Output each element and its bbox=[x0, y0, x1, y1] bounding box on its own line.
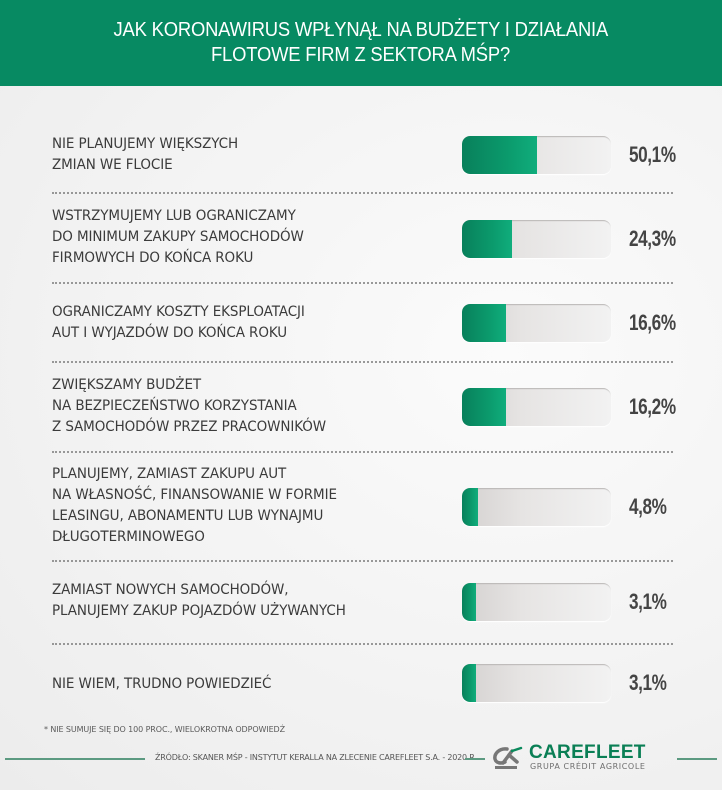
percentage-value: 3,1% bbox=[629, 589, 667, 614]
dotted-separator bbox=[52, 643, 673, 645]
footer-divider-middle bbox=[465, 758, 485, 760]
footer-divider-left bbox=[5, 758, 145, 760]
progress-bar bbox=[462, 664, 611, 702]
percentage-value: 16,6% bbox=[629, 310, 676, 335]
progress-bar bbox=[462, 583, 611, 621]
percentage-value: 3,1% bbox=[629, 670, 667, 695]
row-label: NIE PLANUJEMY WIĘKSZYCH ZMIAN WE FLOCIE bbox=[52, 134, 252, 176]
source-note: ŹRÓDŁO: SKANER MŚP - INSTYTUT KERALLA NA… bbox=[155, 753, 477, 762]
progress-bar-fill bbox=[462, 488, 478, 526]
row-label: ZWIĘKSZAMY BUDŻET NA BEZPIECZEŃSTWO KORZ… bbox=[52, 375, 347, 438]
chart-title-banner: JAK KORONAWIRUS WPŁYNĄŁ NA BUDŻETY I DZI… bbox=[0, 0, 722, 86]
progress-bar-fill bbox=[462, 583, 476, 621]
percentage-value: 24,3% bbox=[629, 226, 676, 251]
carefleet-logo: CAREFLEET GRUPA CRÉDIT AGRICOLE bbox=[493, 742, 673, 776]
footer-divider-right bbox=[677, 758, 717, 760]
progress-bar-fill bbox=[462, 304, 506, 342]
row-label-line: NA BEZPIECZEŃSTWO KORZYSTANIA bbox=[52, 398, 297, 414]
logo-subtitle: GRUPA CRÉDIT AGRICOLE bbox=[530, 762, 646, 771]
row-label-line: Z SAMOCHODÓW PRZEZ PRACOWNIKÓW bbox=[52, 419, 327, 435]
percentage-value: 4,8% bbox=[629, 494, 667, 519]
row-label-line: NIE WIEM, TRUDNO POWIEDZIEĆ bbox=[52, 676, 272, 692]
dotted-separator bbox=[52, 192, 673, 194]
footnote: * NIE SUMUJE SIĘ DO 100 PROC., WIELOKROT… bbox=[44, 725, 285, 734]
progress-bar-fill bbox=[462, 220, 512, 258]
row-label-line: WSTRZYMUJEMY LUB OGRANICZAMY bbox=[52, 208, 296, 224]
progress-bar-fill bbox=[462, 136, 537, 174]
row-label: ZAMIAST NOWYCH SAMOCHODÓW, PLANUJEMY ZAK… bbox=[52, 580, 368, 622]
row-label: WSTRZYMUJEMY LUB OGRANICZAMY DO MINIMUM … bbox=[52, 206, 323, 269]
row-label-line: PLANUJEMY, ZAMIAST ZAKUPU AUT bbox=[52, 466, 287, 482]
percentage-value: 16,2% bbox=[629, 394, 676, 419]
row-label-line: LEASINGU, ABONAMENTU LUB WYNAJMU bbox=[52, 508, 324, 524]
progress-bar bbox=[462, 304, 611, 342]
dotted-separator bbox=[52, 282, 673, 284]
row-label-line: ZWIĘKSZAMY BUDŻET bbox=[52, 377, 202, 393]
progress-bar-fill bbox=[462, 388, 506, 426]
credit-agricole-logo-icon bbox=[493, 746, 523, 769]
dotted-separator bbox=[52, 361, 673, 363]
row-label-line: ZAMIAST NOWYCH SAMOCHODÓW, bbox=[52, 582, 289, 598]
row-label: PLANUJEMY, ZAMIAST ZAKUPU AUT NA WŁASNOŚ… bbox=[52, 464, 358, 548]
row-label-line: DŁUGOTERMINOWEGO bbox=[52, 529, 205, 545]
row-label-line: AUT I WYJAZDÓW DO KOŃCA ROKU bbox=[52, 325, 288, 341]
row-label-line: NA WŁASNOŚĆ, FINANSOWANIE W FORMIE bbox=[52, 487, 337, 503]
progress-bar bbox=[462, 136, 611, 174]
progress-bar bbox=[462, 488, 611, 526]
row-label: NIE WIEM, TRUDNO POWIEDZIEĆ bbox=[52, 674, 288, 695]
progress-bar-fill bbox=[462, 664, 476, 702]
progress-bar bbox=[462, 220, 611, 258]
row-label-line: DO MINIMUM ZAKUPY SAMOCHODÓW bbox=[52, 229, 304, 245]
logo-name: CAREFLEET bbox=[529, 742, 646, 763]
dotted-separator bbox=[52, 560, 673, 562]
row-label: OGRANICZAMY KOSZTY EKSPLOATACJI AUT I WY… bbox=[52, 302, 324, 344]
row-label-line: OGRANICZAMY KOSZTY EKSPLOATACJI bbox=[52, 304, 305, 320]
dotted-separator bbox=[52, 451, 673, 453]
percentage-value: 50,1% bbox=[629, 142, 676, 167]
row-label-line: FIRMOWYCH DO KOŃCA ROKU bbox=[52, 250, 254, 266]
row-label-line: ZMIAN WE FLOCIE bbox=[52, 157, 173, 173]
chart-title-line-2: FLOTOWE FIRM Z SEKTORA MŚP? bbox=[211, 44, 511, 66]
row-label-line: PLANUJEMY ZAKUP POJAZDÓW UŻYWANYCH bbox=[52, 603, 346, 619]
progress-bar bbox=[462, 388, 611, 426]
row-label-line: NIE PLANUJEMY WIĘKSZYCH bbox=[52, 136, 239, 152]
chart-title-line-1: JAK KORONAWIRUS WPŁYNĄŁ NA BUDŻETY I DZI… bbox=[113, 19, 609, 41]
